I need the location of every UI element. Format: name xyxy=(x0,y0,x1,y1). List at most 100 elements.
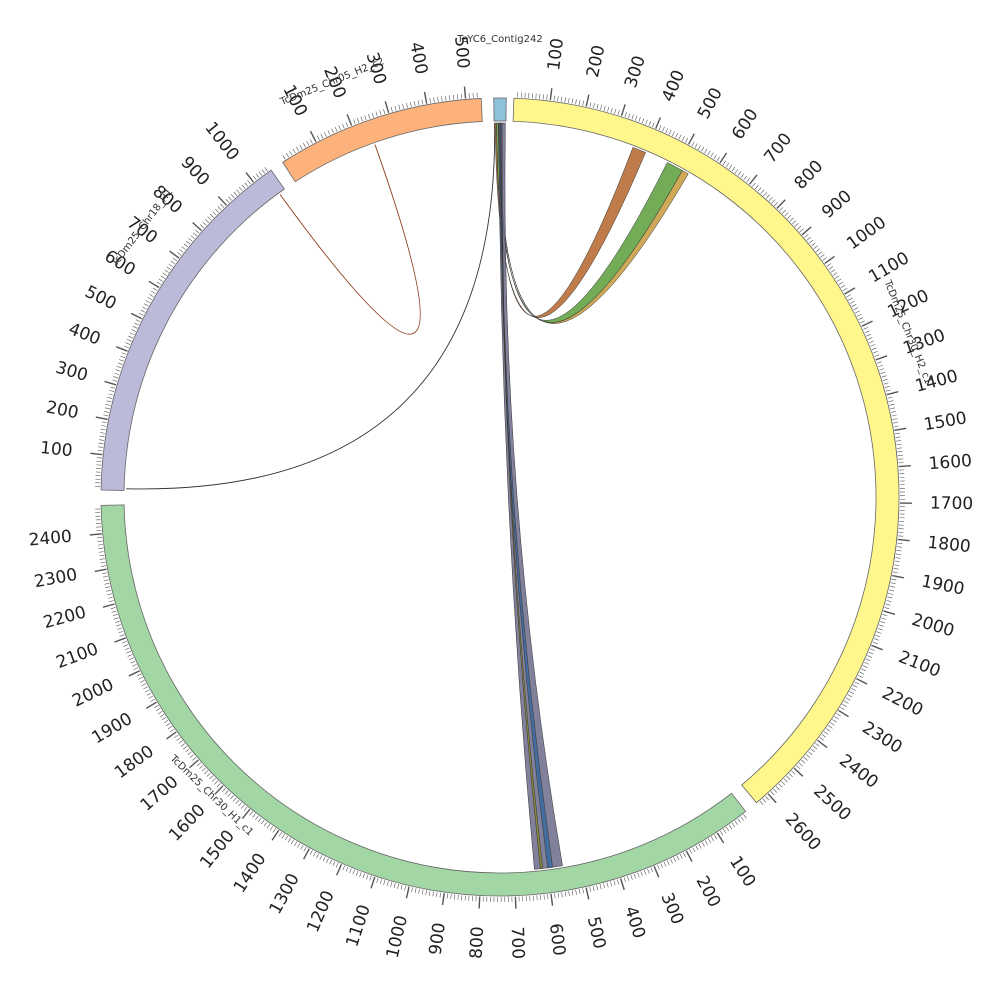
minor-tick xyxy=(400,884,403,890)
minor-tick xyxy=(192,232,198,237)
minor-tick xyxy=(851,304,857,307)
minor-tick xyxy=(725,826,730,832)
minor-tick xyxy=(820,254,825,258)
minor-tick xyxy=(682,852,686,858)
minor-tick xyxy=(101,425,107,427)
minor-tick xyxy=(781,781,786,786)
minor-tick xyxy=(349,868,352,874)
minor-tick xyxy=(209,775,214,780)
tracks-layer xyxy=(100,97,900,897)
minor-tick xyxy=(786,775,791,780)
minor-tick xyxy=(894,560,900,563)
minor-tick xyxy=(796,765,801,770)
minor-tick xyxy=(214,780,219,785)
track-chr30h1c1 xyxy=(100,504,747,897)
minor-tick xyxy=(258,171,263,176)
minor-tick xyxy=(166,266,172,270)
minor-tick xyxy=(334,126,338,132)
major-tick xyxy=(302,848,310,860)
minor-tick xyxy=(383,109,386,115)
tick-label-chr30h1c1: 800 xyxy=(467,926,489,959)
minor-tick xyxy=(889,585,895,588)
minor-tick xyxy=(697,145,701,150)
major-tick xyxy=(716,832,725,844)
minor-tick xyxy=(794,223,799,227)
tick-label-chr30h1c1: 2200 xyxy=(41,602,88,633)
minor-tick xyxy=(719,830,724,836)
minor-tick xyxy=(862,665,868,668)
minor-tick xyxy=(195,229,200,234)
minor-tick xyxy=(617,109,620,115)
minor-tick xyxy=(819,737,824,741)
minor-tick xyxy=(849,300,855,304)
minor-tick xyxy=(352,869,355,875)
minor-tick xyxy=(418,888,420,894)
major-tick xyxy=(801,226,812,236)
minor-tick xyxy=(811,242,816,247)
minor-tick xyxy=(456,94,459,100)
minor-tick xyxy=(375,111,378,117)
minor-tick xyxy=(810,748,815,753)
minor-tick xyxy=(322,856,326,862)
minor-tick xyxy=(99,558,105,560)
minor-tick xyxy=(232,797,237,802)
minor-tick xyxy=(134,322,139,326)
minor-tick xyxy=(876,631,882,634)
minor-tick xyxy=(879,368,885,371)
minor-tick xyxy=(673,857,677,862)
minor-tick xyxy=(126,339,132,342)
minor-tick xyxy=(129,657,134,661)
minor-tick xyxy=(183,243,189,248)
minor-tick xyxy=(874,638,879,641)
major-tick xyxy=(856,677,868,685)
minor-tick xyxy=(781,209,786,214)
minor-tick xyxy=(743,814,747,819)
minor-tick xyxy=(589,102,592,108)
minor-tick xyxy=(864,330,870,334)
minor-tick xyxy=(896,546,902,548)
minor-tick xyxy=(596,103,599,109)
major-tick xyxy=(897,538,910,542)
tick-label-chr18h1: 500 xyxy=(82,282,120,314)
tick-label-chr30h1c1: 1100 xyxy=(342,902,375,949)
major-tick xyxy=(95,416,108,421)
minor-tick xyxy=(309,850,313,855)
minor-tick xyxy=(393,882,396,888)
minor-tick xyxy=(319,855,323,860)
minor-tick xyxy=(889,589,895,592)
minor-tick xyxy=(192,756,197,761)
minor-tick xyxy=(97,537,103,539)
minor-tick xyxy=(762,798,767,803)
minor-tick xyxy=(106,593,112,596)
minor-tick xyxy=(190,235,195,239)
minor-tick xyxy=(136,673,142,677)
major-tick xyxy=(685,850,693,862)
minor-tick xyxy=(757,187,762,192)
link-chr05-to-chr18 xyxy=(279,144,421,335)
minor-tick xyxy=(338,125,342,131)
minor-tick xyxy=(830,722,835,726)
minor-tick xyxy=(874,354,880,357)
minor-tick xyxy=(342,123,345,129)
minor-tick xyxy=(160,275,166,279)
minor-tick xyxy=(155,707,161,712)
minor-tick xyxy=(847,694,853,698)
minor-tick xyxy=(109,390,115,392)
minor-tick xyxy=(553,95,555,101)
minor-tick xyxy=(170,260,176,265)
minor-tick xyxy=(127,654,133,657)
minor-tick xyxy=(106,400,112,403)
major-tick xyxy=(898,464,911,468)
minor-tick xyxy=(710,836,715,842)
minor-tick xyxy=(335,862,339,868)
minor-tick xyxy=(734,820,739,826)
minor-tick xyxy=(383,880,386,885)
minor-tick xyxy=(600,104,603,110)
minor-tick xyxy=(376,877,379,883)
tick-label-chr18h1: 1000 xyxy=(200,118,242,164)
minor-tick xyxy=(390,882,393,887)
minor-tick xyxy=(230,795,234,800)
minor-tick xyxy=(159,714,165,718)
minor-tick xyxy=(728,824,733,830)
tick-label-chr18h1: 400 xyxy=(66,319,104,349)
